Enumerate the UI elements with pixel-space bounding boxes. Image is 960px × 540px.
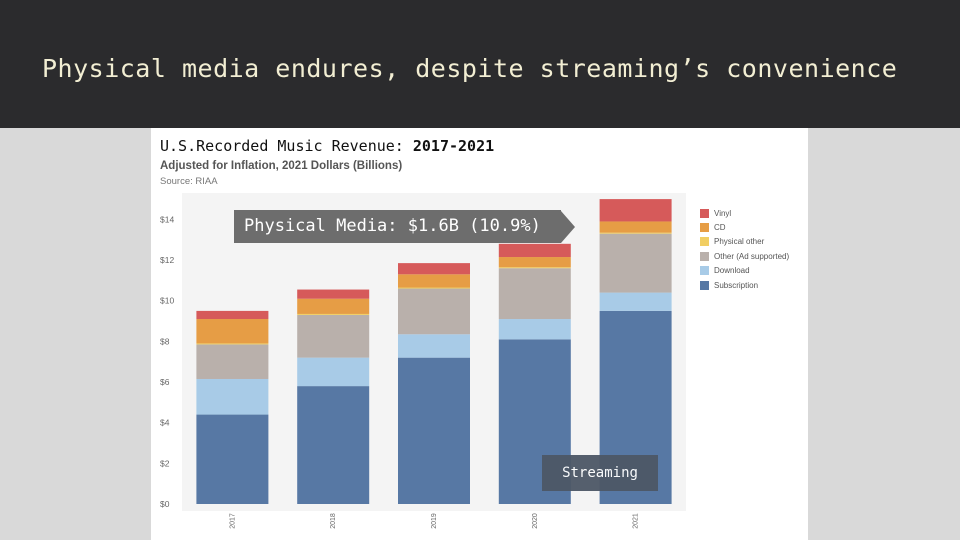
- x-tick-label: 2021: [633, 513, 640, 529]
- bar-segment-other-ad-supported-: [599, 233, 672, 293]
- bar-segment-other-ad-supported-: [196, 344, 269, 379]
- bar-segment-cd: [196, 319, 269, 344]
- callout-arrow-icon: [560, 210, 575, 243]
- title-bar: [0, 0, 960, 128]
- bar-segment-download: [599, 292, 672, 311]
- physical-media-callout: Physical Media: $1.6B (10.9%): [234, 210, 575, 243]
- slide-title: Physical media endures, despite streamin…: [42, 54, 898, 83]
- legend-swatch: [700, 223, 709, 233]
- chart-title-prefix: U.S.Recorded Music Revenue:: [160, 137, 413, 155]
- bar-segment-download: [498, 319, 571, 340]
- y-tick-label: $4: [160, 418, 170, 428]
- legend-item: Physical other: [700, 235, 789, 249]
- bar-segment-physical-other: [196, 343, 269, 345]
- bar-segment-vinyl: [498, 243, 571, 258]
- bar-segment-cd: [498, 257, 571, 268]
- y-tick-label: $10: [160, 296, 174, 306]
- chart-legend: Vinyl CD Physical other Other (Ad supported…: [700, 206, 789, 292]
- bar-segment-subscription: [196, 414, 269, 504]
- bar-segment-physical-other: [599, 232, 672, 234]
- legend-label: Physical other: [714, 237, 765, 247]
- bar-segment-physical-other: [498, 267, 571, 269]
- bar-segment-cd: [297, 298, 370, 314]
- legend-item: Vinyl: [700, 206, 789, 220]
- x-tick-label: 2017: [229, 513, 236, 529]
- chart-source: Source: RIAA: [160, 176, 218, 187]
- legend-label: Vinyl: [714, 208, 732, 218]
- legend-swatch: [700, 251, 709, 261]
- y-tick-label: $0: [160, 499, 170, 509]
- legend-label: Download: [714, 266, 750, 276]
- legend-label: Other (Ad supported): [714, 251, 790, 261]
- legend-item: Subscription: [700, 278, 789, 292]
- y-tick-label: $14: [160, 214, 174, 224]
- bar-segment-subscription: [398, 357, 470, 504]
- chart-subtitle: Adjusted for Inflation, 2021 Dollars (Bi…: [160, 160, 403, 172]
- legend-label: CD: [714, 223, 726, 233]
- y-tick-label: $8: [160, 336, 170, 346]
- bar-segment-vinyl: [599, 199, 672, 222]
- x-tick-label: 2019: [431, 513, 438, 529]
- bar-segment-other-ad-supported-: [498, 268, 571, 320]
- bar-segment-download: [398, 334, 470, 358]
- legend-item: CD: [700, 220, 789, 234]
- legend-item: Download: [700, 264, 789, 278]
- chart-title-years: 2017-2021: [412, 137, 495, 155]
- bar-segment-vinyl: [196, 310, 269, 320]
- legend-swatch: [700, 280, 709, 290]
- legend-swatch: [700, 208, 709, 218]
- bar-segment-other-ad-supported-: [398, 288, 470, 335]
- x-tick-label: 2020: [532, 513, 539, 529]
- legend-label: Subscription: [714, 280, 759, 290]
- bar-segment-download: [196, 378, 269, 415]
- x-tick-label: 2018: [330, 513, 337, 529]
- bar-segment-vinyl: [297, 289, 370, 299]
- legend-swatch: [700, 266, 709, 276]
- bar-segment-subscription: [297, 386, 370, 504]
- bar-segment-other-ad-supported-: [297, 314, 370, 358]
- legend-swatch: [700, 237, 709, 247]
- streaming-label: Streaming: [542, 455, 658, 491]
- physical-media-callout-text: Physical Media: $1.6B (10.9%): [234, 210, 561, 243]
- y-tick-label: $12: [160, 255, 174, 265]
- y-tick-label: $2: [160, 458, 170, 468]
- bar-segment-physical-other: [297, 313, 370, 315]
- bar-segment-physical-other: [398, 287, 470, 289]
- bar-segment-download: [297, 357, 370, 387]
- bar-segment-cd: [599, 221, 672, 233]
- legend-item: Other (Ad supported): [700, 249, 789, 263]
- y-tick-label: $6: [160, 377, 170, 387]
- chart-title: U.S.Recorded Music Revenue: 2017-2021: [160, 137, 494, 155]
- bar-segment-vinyl: [398, 263, 470, 275]
- bar-segment-cd: [398, 274, 470, 288]
